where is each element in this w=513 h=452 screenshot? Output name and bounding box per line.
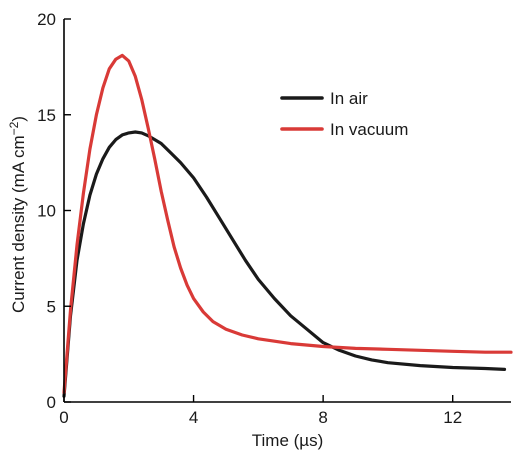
legend-label-in-air: In air [330,89,368,108]
ticks: 0 4 8 12 0 5 10 15 20 [37,10,462,427]
legend: In air In vacuum [280,89,408,139]
y-tick-label-15: 15 [37,106,56,125]
y-tick-label-0: 0 [47,393,56,412]
x-tick-label-4: 4 [189,408,198,427]
y-tick-label-10: 10 [37,202,56,221]
y-axis-title-main: Current density (mA cm [9,135,28,313]
x-tick-label-8: 8 [318,408,327,427]
x-tick-label-0: 0 [59,408,68,427]
y-axis-title-close: ) [9,116,28,122]
y-axis-title: Current density (mA cm−2) [7,116,28,313]
y-tick-label-20: 20 [37,10,56,29]
series-line-in-air [62,130,507,398]
y-axis-title-superscript: −2 [7,121,21,135]
y-tick-label-5: 5 [47,297,56,316]
x-axis-title: Time (µs) [252,431,324,450]
series-line-in-vacuum [62,53,513,394]
x-tick-label-12: 12 [443,408,462,427]
legend-label-in-vacuum: In vacuum [330,120,408,139]
plot-lines [62,53,513,398]
